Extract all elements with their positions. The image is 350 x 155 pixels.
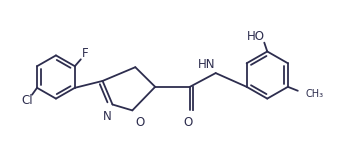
Text: HO: HO bbox=[247, 30, 265, 43]
Text: CH₃: CH₃ bbox=[306, 89, 324, 99]
Text: Cl: Cl bbox=[21, 94, 33, 107]
Text: O: O bbox=[183, 116, 192, 129]
Text: N: N bbox=[103, 110, 112, 123]
Text: F: F bbox=[82, 47, 88, 60]
Text: HN: HN bbox=[198, 58, 216, 71]
Text: O: O bbox=[136, 116, 145, 129]
